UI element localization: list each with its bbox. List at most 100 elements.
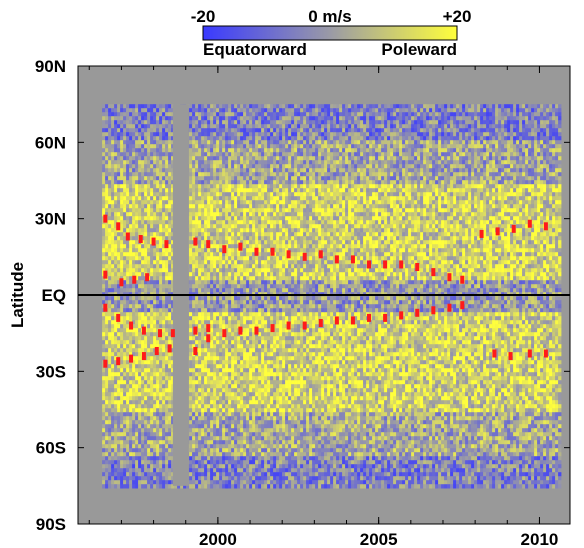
heat-cell	[210, 300, 214, 305]
heat-cell	[213, 300, 217, 305]
heat-cell	[159, 144, 163, 149]
heat-cell	[111, 132, 115, 137]
heat-cell	[132, 328, 136, 333]
heat-cell	[162, 256, 166, 261]
heat-cell	[144, 476, 148, 481]
heat-cell	[231, 404, 235, 409]
heat-cell	[195, 244, 199, 249]
heat-cell	[219, 248, 223, 253]
heat-cell	[201, 328, 205, 333]
heat-cell	[159, 152, 163, 157]
heat-cell	[216, 272, 220, 277]
heat-cell	[210, 104, 214, 109]
heat-cell	[213, 364, 217, 369]
heat-cell	[147, 380, 151, 385]
heat-cell	[255, 176, 259, 181]
heat-cell	[240, 392, 244, 397]
heat-cell	[207, 308, 211, 313]
heat-cell	[147, 300, 151, 305]
heat-cell	[105, 480, 109, 485]
heat-cell	[147, 280, 151, 285]
heat-cell	[189, 312, 193, 317]
heat-cell	[240, 460, 244, 465]
heat-cell	[222, 212, 226, 217]
heat-cell	[141, 160, 145, 165]
heat-cell	[162, 436, 166, 441]
heat-cell	[153, 352, 157, 357]
heat-cell	[126, 196, 130, 201]
heat-cell	[237, 396, 241, 401]
heat-cell	[204, 124, 208, 129]
heat-cell	[192, 388, 196, 393]
heat-cell	[141, 104, 145, 109]
heat-cell	[231, 308, 235, 313]
heat-cell	[219, 136, 223, 141]
heat-cell	[171, 340, 175, 345]
heat-cell	[255, 476, 259, 481]
heat-cell	[225, 368, 229, 373]
heat-cell	[150, 360, 154, 365]
heat-cell	[123, 332, 127, 337]
heat-cell	[141, 248, 145, 253]
heat-cell	[189, 216, 193, 221]
heat-cell	[153, 196, 157, 201]
heat-cell	[132, 424, 136, 429]
heat-cell	[165, 396, 169, 401]
heat-cell	[141, 368, 145, 373]
heat-cell	[228, 284, 232, 289]
heat-cell	[192, 320, 196, 325]
heat-cell	[222, 324, 226, 329]
heat-cell	[210, 468, 214, 473]
heat-cell	[222, 452, 226, 457]
heat-cell	[165, 256, 169, 261]
heat-cell	[219, 356, 223, 361]
heat-cell	[171, 128, 175, 133]
heat-cell	[243, 164, 247, 169]
heat-cell	[120, 312, 124, 317]
heat-cell	[219, 368, 223, 373]
heat-cell	[201, 264, 205, 269]
heat-cell	[168, 180, 172, 185]
heat-cell	[219, 420, 223, 425]
heat-cell	[198, 168, 202, 173]
heat-cell	[156, 408, 160, 413]
heat-cell	[117, 184, 121, 189]
heat-cell	[120, 304, 124, 309]
heat-cell	[135, 368, 139, 373]
heat-cell	[198, 336, 202, 341]
heat-cell	[213, 200, 217, 205]
heat-cell	[195, 104, 199, 109]
heat-cell	[219, 272, 223, 277]
heat-cell	[240, 484, 244, 489]
heat-cell	[252, 372, 256, 377]
heat-cell	[141, 272, 145, 277]
heat-cell	[234, 344, 238, 349]
heat-cell	[228, 328, 232, 333]
heat-cell	[222, 412, 226, 417]
heat-cell	[198, 152, 202, 157]
heat-cell	[219, 448, 223, 453]
heat-cell	[222, 144, 226, 149]
heat-cell	[210, 140, 214, 145]
heat-cell	[126, 464, 130, 469]
heat-cell	[225, 120, 229, 125]
heat-cell	[207, 320, 211, 325]
heat-cell	[141, 204, 145, 209]
heat-cell	[108, 412, 112, 417]
heat-cell	[216, 476, 220, 481]
heat-cell	[171, 384, 175, 389]
heat-cell	[123, 120, 127, 125]
heat-cell	[231, 272, 235, 277]
heat-cell	[201, 176, 205, 181]
heat-cell	[105, 456, 109, 461]
heat-cell	[192, 308, 196, 313]
heat-cell	[192, 212, 196, 217]
heat-cell	[198, 180, 202, 185]
heat-cell	[132, 204, 136, 209]
heat-cell	[207, 264, 211, 269]
heat-cell	[246, 328, 250, 333]
heat-cell	[222, 180, 226, 185]
heat-cell	[216, 452, 220, 457]
heat-cell	[150, 336, 154, 341]
heat-cell	[153, 136, 157, 141]
